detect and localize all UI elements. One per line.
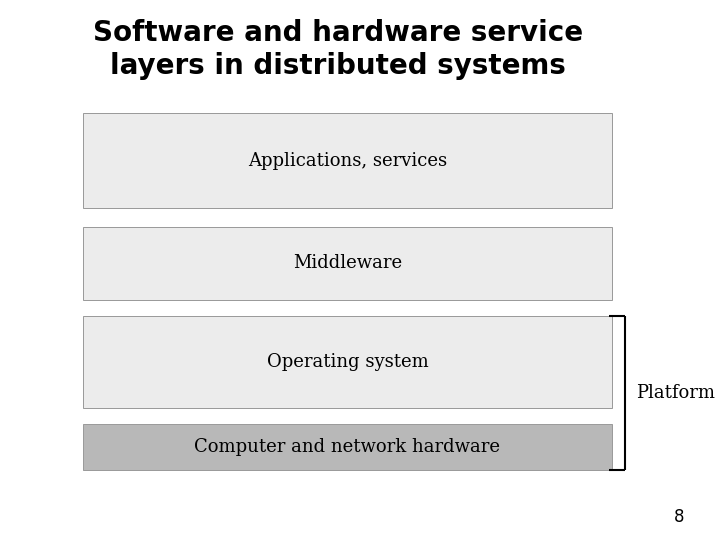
FancyBboxPatch shape [83,227,612,300]
Text: 8: 8 [673,509,684,526]
FancyBboxPatch shape [83,424,612,470]
Text: Platform: Platform [636,384,716,402]
Text: Middleware: Middleware [293,254,402,272]
FancyBboxPatch shape [83,113,612,208]
Text: Operating system: Operating system [266,353,428,371]
FancyBboxPatch shape [83,316,612,408]
Text: Applications, services: Applications, services [248,152,447,170]
Text: Computer and network hardware: Computer and network hardware [194,438,500,456]
Text: Software and hardware service
layers in distributed systems: Software and hardware service layers in … [94,19,583,80]
